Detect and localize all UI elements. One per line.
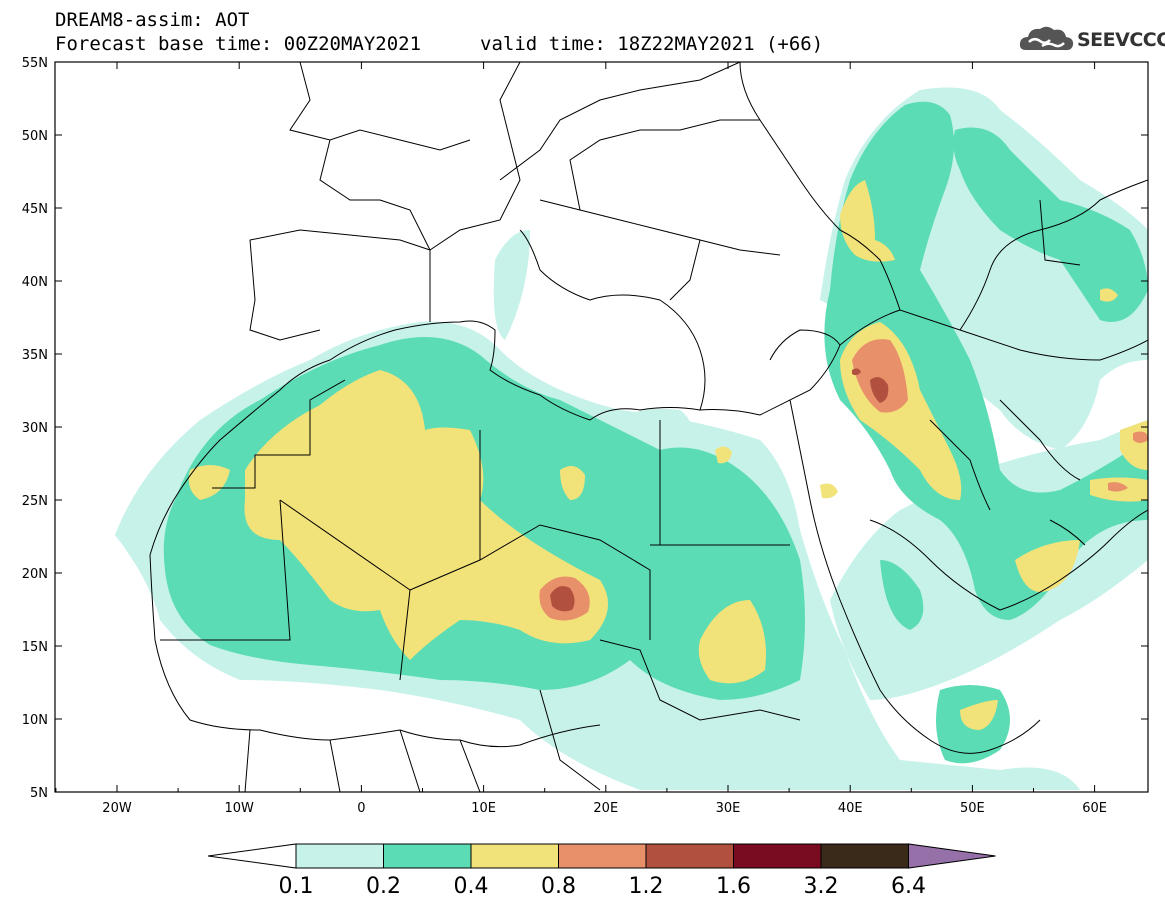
lat-label: 45N <box>22 202 48 217</box>
colorbar-swatch <box>733 843 822 869</box>
colorbar-label: 0.1 <box>279 874 314 899</box>
seevccc-logo: SEEVCCC <box>1018 24 1165 56</box>
colorbar-label: 0.8 <box>541 874 576 899</box>
longitude-axis: 20W 10W 0 10E 20E 30E 40E 50E 60E <box>55 62 1107 816</box>
lon-label: 60E <box>1082 801 1107 816</box>
colorbar-swatch <box>820 843 909 869</box>
colorbar-label: 3.2 <box>804 874 839 899</box>
lon-label: 40E <box>838 801 863 816</box>
latitude-axis: 55N 50N 45N 40N 35N 30N 25N 20N 15N 10N 5N <box>22 56 1148 801</box>
lon-label: 20E <box>593 801 618 816</box>
lat-label: 10N <box>22 713 48 728</box>
colorbar-low-arrow <box>207 843 297 869</box>
aot-field <box>115 62 1148 792</box>
lon-label: 10W <box>224 801 254 816</box>
lat-label: 20N <box>22 567 48 582</box>
colorbar-label: 1.2 <box>629 874 664 899</box>
map-title: DREAM8-assim: AOT <box>55 9 250 31</box>
lat-label: 25N <box>22 494 48 509</box>
colorbar-label: 0.4 <box>454 874 489 899</box>
lat-label: 40N <box>22 275 48 290</box>
lat-label: 30N <box>22 421 48 436</box>
lon-label: 20W <box>102 801 132 816</box>
colorbar-swatch <box>558 843 647 869</box>
lon-label: 30E <box>716 801 741 816</box>
logo-text: SEEVCCC <box>1077 29 1165 51</box>
valid-time: valid time: 18Z22MAY2021 (+66) <box>480 33 824 55</box>
colorbar-label: 0.2 <box>366 874 401 899</box>
colorbar-swatch <box>383 843 472 869</box>
colorbar-high-arrow <box>908 843 996 869</box>
cloud-icon <box>1019 26 1074 51</box>
country-boundaries <box>149 62 1148 792</box>
lat-label: 15N <box>22 640 48 655</box>
colorbar-label: 1.6 <box>716 874 751 899</box>
aot-level-1.2 <box>550 368 889 612</box>
lat-label: 5N <box>30 786 48 801</box>
colorbar-swatch <box>295 843 384 869</box>
lat-label: 35N <box>22 348 48 363</box>
lon-label: 0 <box>357 801 365 816</box>
colorbar-swatch <box>645 843 734 869</box>
forecast-base-time: Forecast base time: 00Z20MAY2021 <box>55 33 422 55</box>
colorbar-swatch <box>470 843 559 869</box>
lat-label: 55N <box>22 56 48 71</box>
lat-label: 50N <box>22 129 48 144</box>
colorbar-label: 6.4 <box>891 874 926 899</box>
colorbar: 0.1 0.2 0.4 0.8 1.2 1.6 3.2 6.4 <box>207 843 996 899</box>
lon-label: 50E <box>960 801 985 816</box>
lon-label: 10E <box>471 801 496 816</box>
